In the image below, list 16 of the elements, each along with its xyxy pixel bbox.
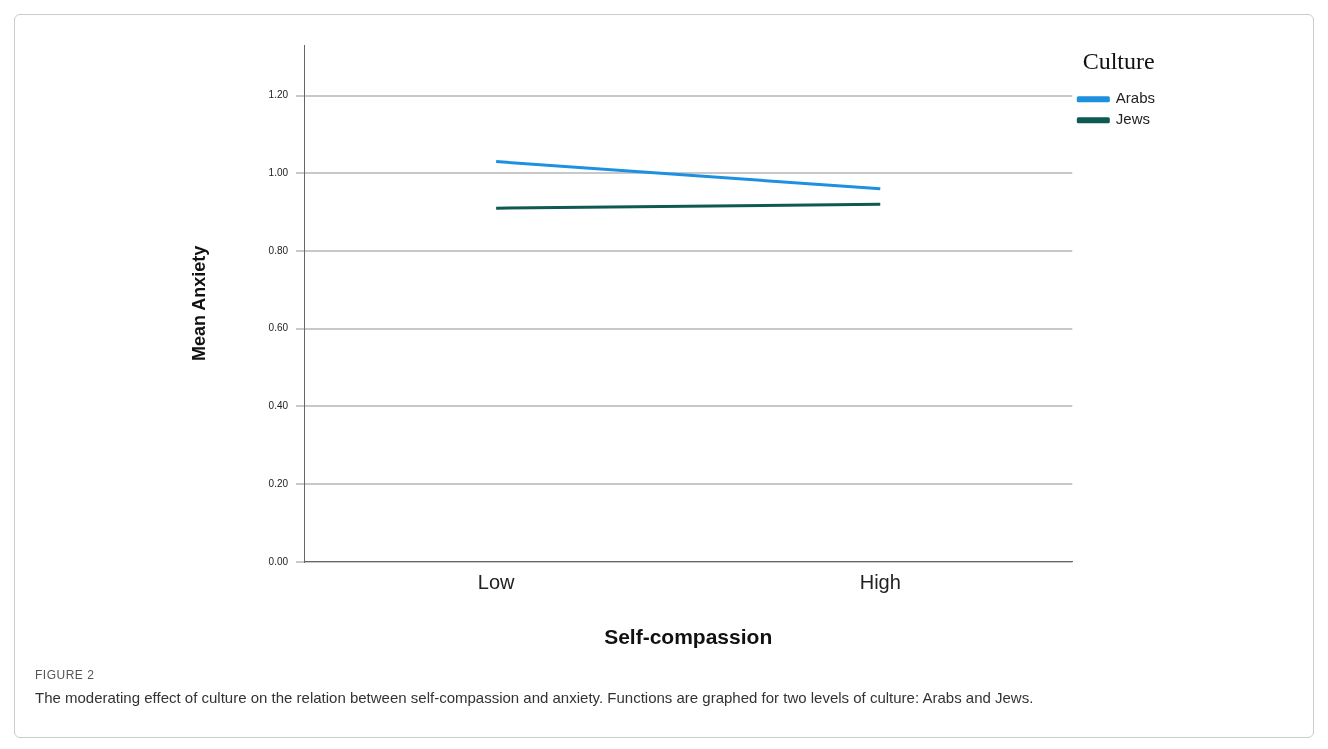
text: The moderating effect of culture on the relation between self-compassion and anxiety. Functions are graphed for two levels of culture: Arabs and Jews. [35, 688, 1035, 708]
y-tick-label: 0.60 [268, 322, 289, 334]
y-tick-label: 0.40 [268, 400, 289, 412]
y-tick-label: 0.80 [268, 244, 289, 256]
y-axis-title: Mean Anxiety [188, 245, 209, 362]
caption: FIGURE 2 [35, 668, 95, 682]
y-tick-label: 0.00 [268, 555, 289, 567]
x-axis-title: Self-compassion [604, 625, 773, 649]
legend-label: Jews [1115, 110, 1150, 128]
y-tick-label: 0.20 [268, 477, 289, 489]
legend-title: Culture [1082, 48, 1155, 75]
x-tick-label: High [859, 571, 901, 594]
x-tick-label: Low [477, 571, 516, 594]
y-tick-label: 1.00 [268, 166, 289, 178]
y-tick-label: 1.20 [268, 89, 289, 101]
legend-label: Arabs [1115, 89, 1155, 107]
